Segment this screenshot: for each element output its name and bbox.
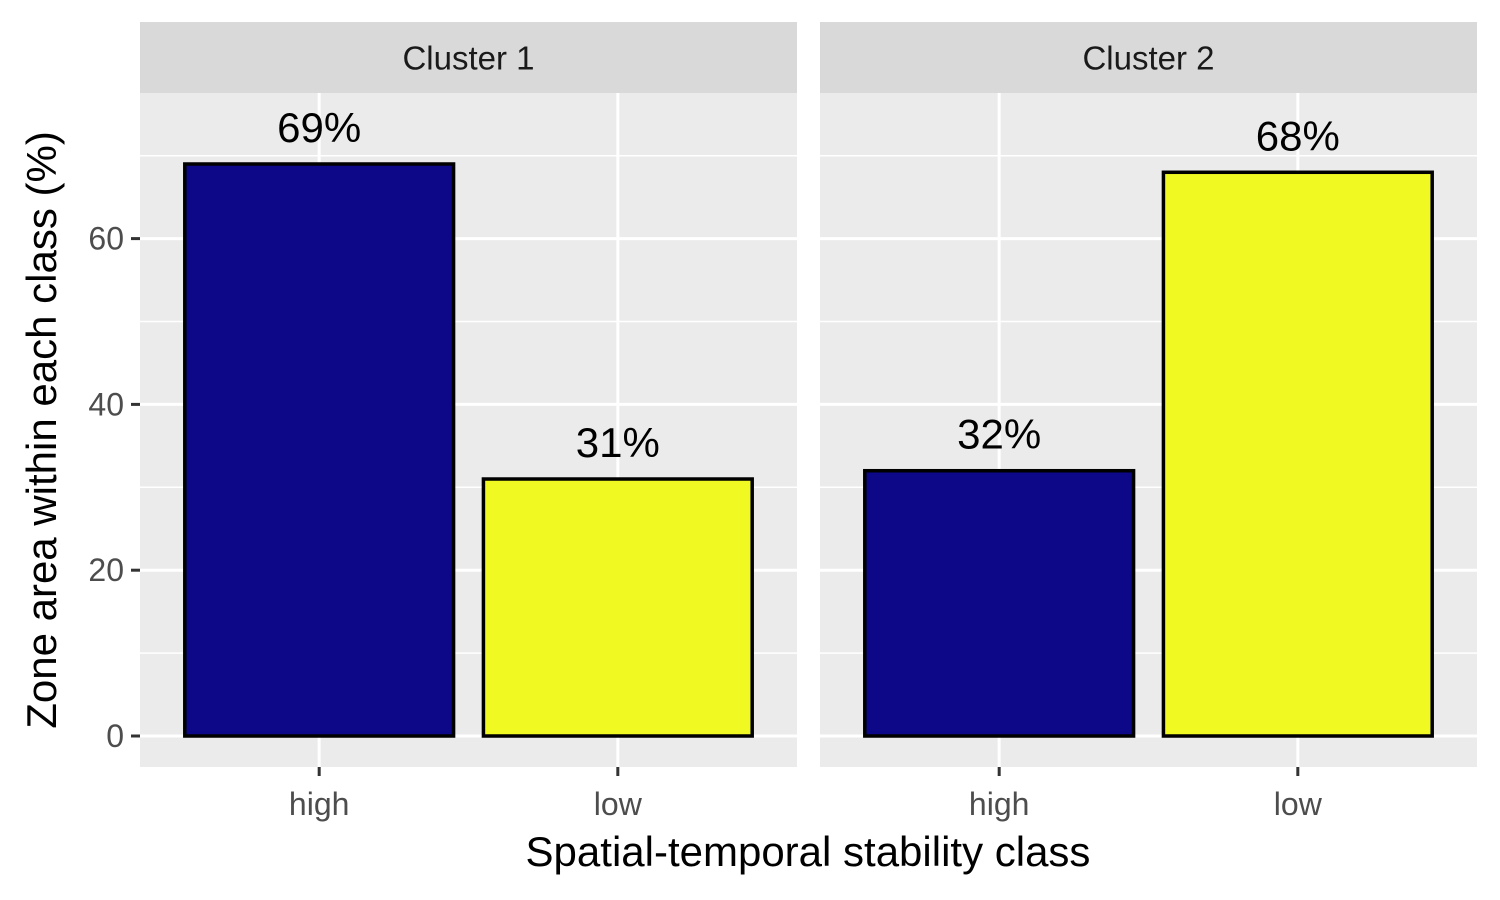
- y-tick-label: 60: [88, 221, 124, 257]
- facet-panel: Cluster 1 69% 31% high low: [140, 22, 797, 822]
- y-axis-title: Zone area within each class (%): [18, 131, 65, 729]
- bar-value-label: 69%: [277, 104, 361, 151]
- facet-strip: [820, 22, 1477, 93]
- facet-strip-label: Cluster 1: [402, 40, 534, 77]
- y-tick-label: 40: [88, 386, 124, 422]
- y-tick-label: 20: [88, 552, 124, 588]
- facet-strip-label: Cluster 2: [1082, 40, 1214, 77]
- panels: Cluster 1 69% 31% high low Cluster 2 32% 68% hig…: [140, 22, 1477, 822]
- x-axis-title: Spatial-temporal stability class: [526, 828, 1091, 875]
- bar-low: [481, 477, 754, 738]
- bar-value-label: 31%: [576, 419, 660, 466]
- bar-high: [183, 162, 456, 738]
- bar-low: [1161, 170, 1434, 738]
- y-tick-label: 0: [106, 718, 124, 754]
- bar-high: [863, 468, 1136, 738]
- x-tick-label: high: [969, 786, 1030, 822]
- y-axis: 0 20 40 60: [88, 221, 140, 754]
- x-tick-label: high: [289, 786, 350, 822]
- facet-panel: Cluster 2 32% 68% high low: [820, 22, 1477, 822]
- bar-value-label: 32%: [957, 411, 1041, 458]
- x-tick-label: low: [594, 786, 643, 822]
- facet-strip: [140, 22, 797, 93]
- bar-value-label: 68%: [1256, 112, 1340, 159]
- x-tick-label: low: [1274, 786, 1323, 822]
